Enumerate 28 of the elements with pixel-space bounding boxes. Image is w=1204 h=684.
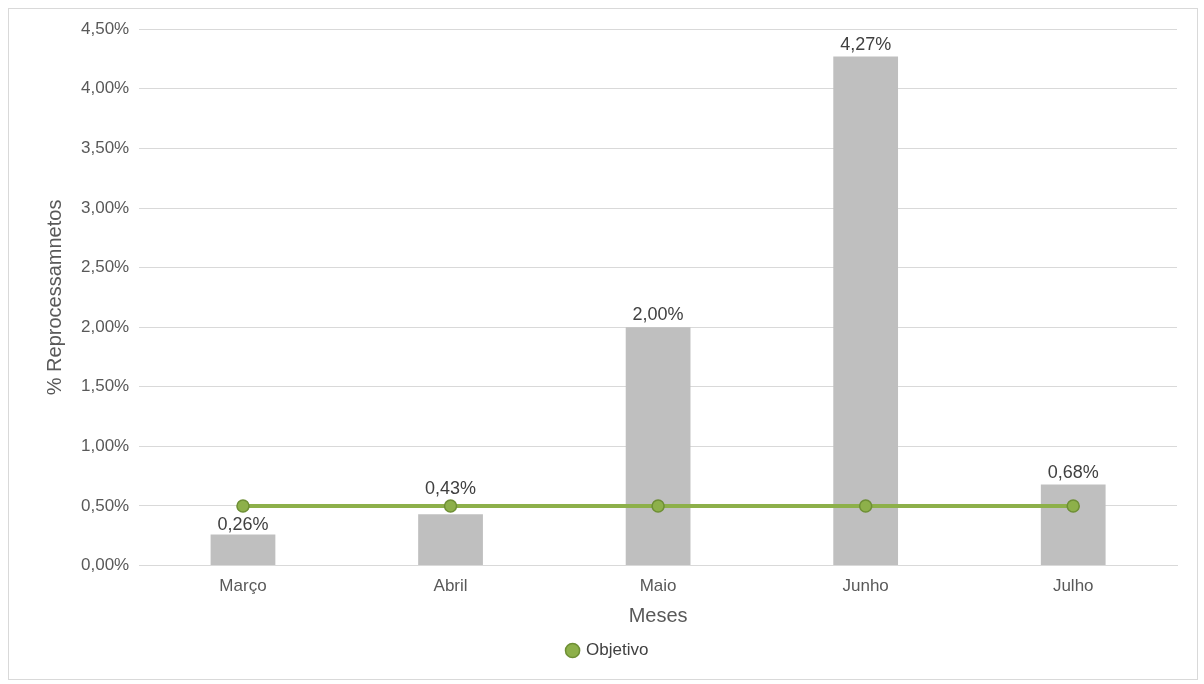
legend-label: Objetivo: [586, 640, 649, 660]
y-tick-label: 0,50%: [81, 495, 130, 515]
y-tick-label: 4,00%: [81, 78, 130, 98]
x-tick-label: Maio: [639, 576, 677, 596]
y-tick-label: 3,00%: [81, 197, 130, 217]
y-tick-label: 2,00%: [81, 316, 130, 336]
y-tick-label: 2,50%: [81, 257, 130, 277]
x-axis-title: Meses: [628, 603, 688, 626]
bar: [1040, 484, 1106, 566]
x-tick-label: Junho: [842, 576, 889, 596]
y-tick-label: 0,00%: [81, 555, 130, 575]
data-label: 0,43%: [425, 477, 477, 498]
bar: [210, 534, 276, 566]
y-axis-title: % Reprocessamnetos: [42, 199, 65, 396]
bar: [625, 327, 691, 566]
bar: [833, 56, 899, 566]
y-tick-label: 1,50%: [81, 376, 130, 396]
y-tick-label: 1,00%: [81, 436, 130, 456]
data-label: 4,27%: [840, 33, 892, 54]
y-tick-label: 3,50%: [81, 138, 130, 158]
y-tick-label: 4,50%: [81, 18, 130, 38]
data-label: 0,68%: [1047, 461, 1099, 482]
data-label: 2,00%: [632, 304, 684, 325]
bar: [418, 514, 483, 566]
x-tick-label: Abril: [433, 576, 468, 596]
x-tick-label: Julho: [1052, 576, 1094, 596]
x-tick-label: Março: [219, 576, 267, 596]
data-label: 0,26%: [217, 513, 269, 534]
